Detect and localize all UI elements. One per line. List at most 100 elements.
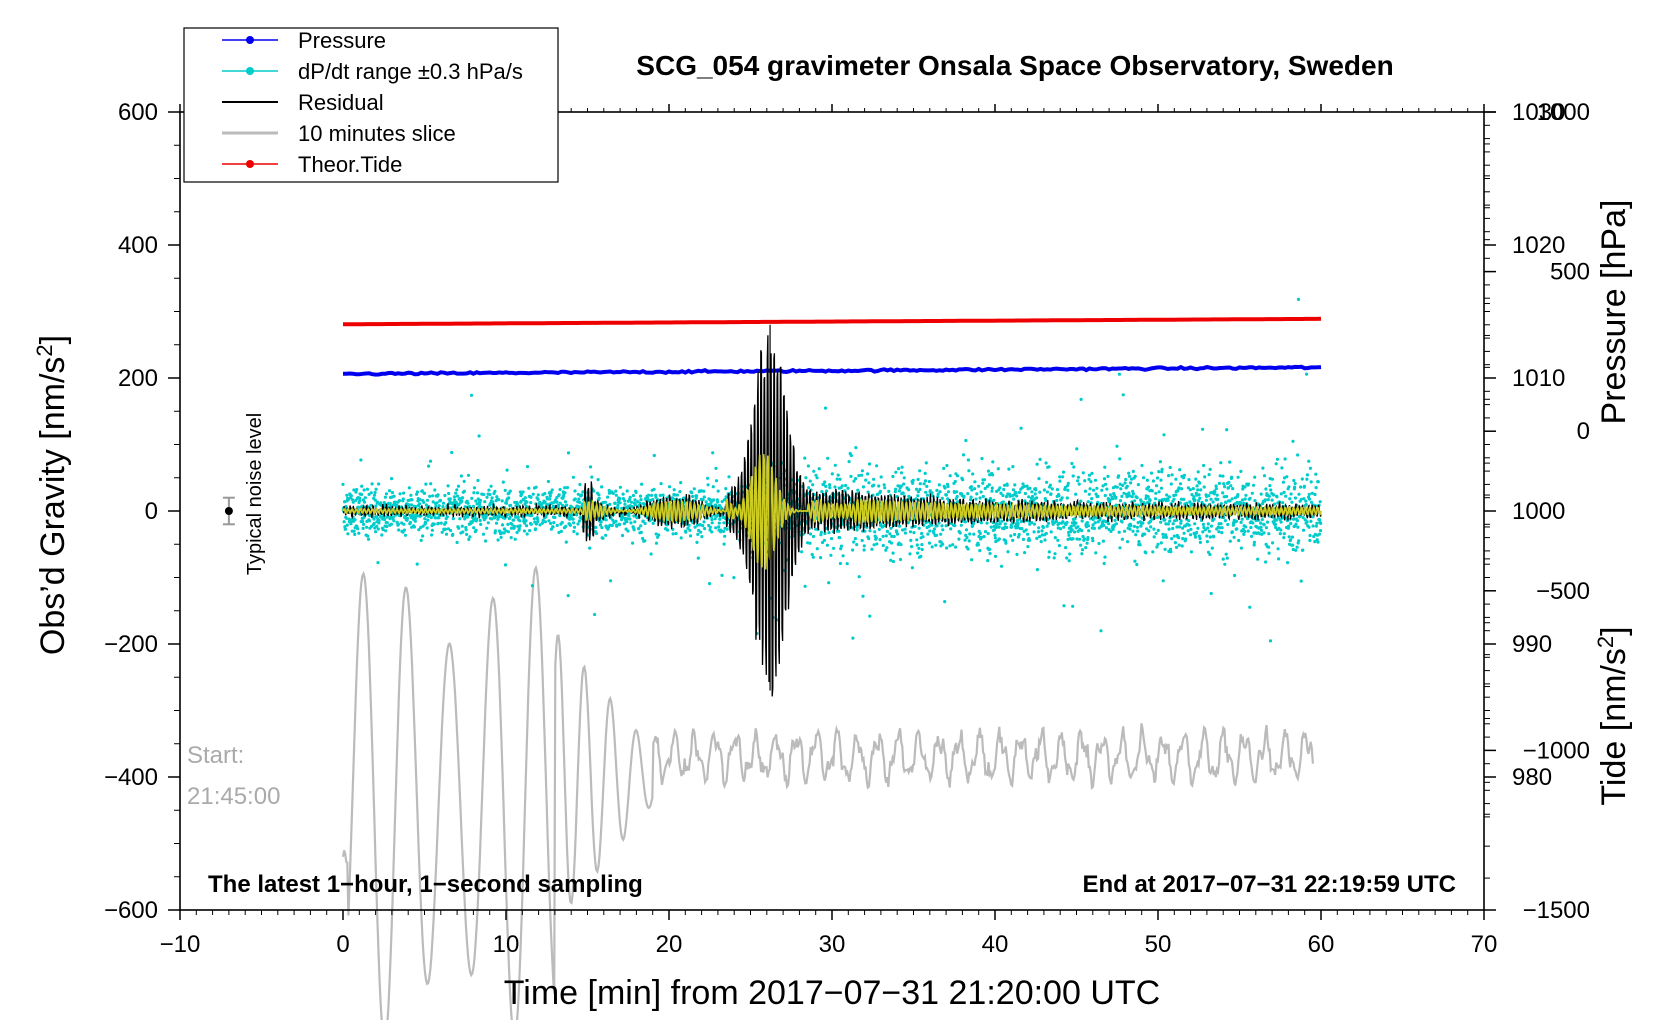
dpdt-point: [566, 451, 571, 455]
dpdt-point: [1120, 537, 1124, 541]
dpdt-point: [466, 473, 471, 477]
dpdt-point: [1092, 488, 1096, 492]
dpdt-point: [557, 493, 561, 497]
dpdt-point: [1011, 538, 1015, 543]
dpdt-point: [598, 523, 603, 527]
dpdt-point: [804, 476, 808, 480]
dpdt-point: [1104, 526, 1108, 530]
dpdt-point: [501, 480, 505, 484]
dpdt-point: [1216, 497, 1220, 501]
dpdt-point: [725, 527, 729, 531]
dpdt-point: [820, 540, 825, 545]
dpdt-point: [1154, 497, 1158, 501]
dpdt-point: [851, 548, 855, 552]
dpdt-point: [1187, 523, 1191, 527]
dpdt-point: [1182, 531, 1186, 535]
dpdt-point: [1182, 497, 1186, 501]
dpdt-point: [531, 492, 535, 496]
dpdt-point: [1088, 487, 1092, 491]
dpdt-point: [1202, 485, 1206, 489]
dpdt-point: [381, 528, 385, 532]
dpdt-point: [367, 519, 371, 523]
dpdt-point: [1010, 525, 1014, 529]
dpdt-point: [559, 529, 564, 534]
dpdt-point: [674, 532, 678, 536]
dpdt-point: [1050, 487, 1054, 491]
end-time-note: End at 2017−07−31 22:19:59 UTC: [1082, 871, 1456, 898]
dpdt-point: [360, 484, 364, 488]
dpdt-point: [650, 493, 654, 497]
dpdt-point: [543, 520, 548, 524]
dpdt-point: [1249, 534, 1254, 539]
dpdt-point: [1282, 536, 1286, 540]
dpdt-point: [1235, 527, 1239, 531]
dpdt-point: [944, 524, 948, 528]
dpdt-point: [1026, 532, 1030, 536]
dpdt-point: [447, 491, 451, 496]
dpdt-point: [405, 516, 409, 520]
dpdt-point: [1284, 494, 1288, 498]
dpdt-point: [1197, 493, 1201, 497]
dpdt-point: [1278, 532, 1282, 536]
dpdt-point: [1204, 498, 1208, 502]
dpdt-point: [1230, 497, 1234, 501]
dpdt-point: [873, 530, 877, 534]
x-axis-title: Time [min] from 2017−07−31 21:20:00 UTC: [504, 974, 1160, 1012]
x-tick-label: −10: [160, 931, 201, 958]
dpdt-point: [895, 532, 900, 536]
legend-label-dpdt: dP/dt range ±0.3 hPa/s: [298, 59, 523, 84]
dpdt-point: [855, 543, 859, 547]
dpdt-point: [732, 576, 736, 580]
dpdt-point: [1270, 498, 1274, 502]
dpdt-point: [1318, 529, 1323, 533]
dpdt-point: [410, 498, 414, 502]
dpdt-point: [1139, 499, 1143, 503]
dpdt-point: [625, 517, 630, 521]
dpdt-point: [720, 500, 724, 504]
dpdt-point: [913, 524, 917, 529]
dpdt-point: [909, 538, 913, 543]
y-left-tick-label: −600: [104, 897, 158, 924]
dpdt-point: [1187, 519, 1191, 523]
dpdt-point: [418, 498, 422, 502]
dpdt-point: [881, 534, 885, 538]
dpdt-point: [1195, 530, 1199, 535]
dpdt-point: [362, 488, 366, 492]
dpdt-point: [872, 483, 876, 487]
dpdt-point: [509, 536, 513, 540]
dpdt-point: [1074, 521, 1078, 525]
series-pressure: [343, 364, 1322, 377]
dpdt-point: [955, 474, 960, 478]
dpdt-point: [529, 495, 533, 499]
dpdt-point: [577, 505, 581, 509]
dpdt-point: [1223, 562, 1227, 566]
dpdt-point: [891, 474, 895, 479]
dpdt-point: [1094, 516, 1098, 520]
dpdt-point: [1124, 477, 1128, 482]
dpdt-point: [962, 494, 966, 498]
dpdt-point: [1068, 552, 1072, 556]
dpdt-point: [1196, 470, 1200, 474]
dpdt-point: [525, 465, 530, 469]
dpdt-point: [706, 483, 710, 487]
dpdt-point: [1295, 519, 1299, 523]
dpdt-point: [1309, 519, 1313, 524]
dpdt-point: [866, 490, 870, 494]
dpdt-point: [957, 537, 961, 541]
dpdt-point: [954, 545, 958, 549]
dpdt-point: [698, 523, 702, 527]
dpdt-point: [448, 497, 452, 501]
dpdt-point: [370, 482, 374, 486]
dpdt-point: [1035, 568, 1039, 572]
dpdt-point: [1043, 538, 1047, 542]
dpdt-point: [1208, 552, 1212, 557]
dpdt-point: [652, 487, 656, 491]
dpdt-point: [482, 492, 486, 497]
dpdt-point: [359, 492, 364, 497]
dpdt-point: [1226, 522, 1230, 527]
dpdt-point: [716, 489, 720, 493]
dpdt-point: [450, 450, 454, 455]
dpdt-point: [973, 480, 977, 484]
tide-tick-label: −1500: [1523, 897, 1590, 924]
dpdt-point: [535, 517, 540, 521]
